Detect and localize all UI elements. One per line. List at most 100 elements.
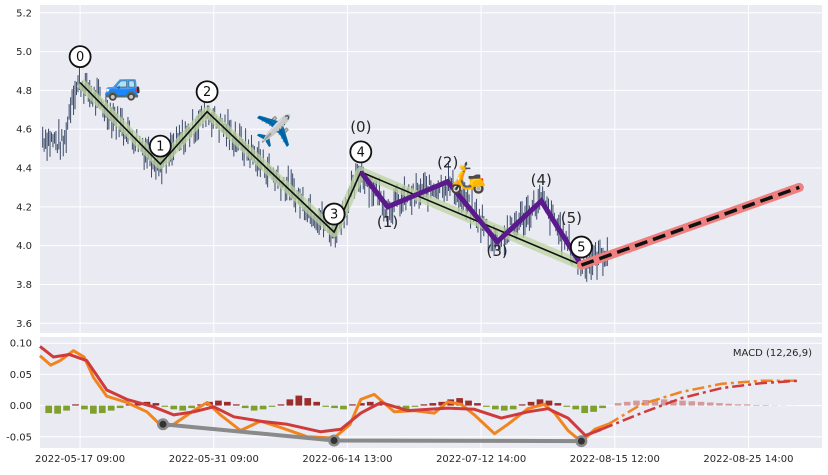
histogram-bar: [528, 402, 535, 406]
wave-point-label: 1: [156, 140, 164, 155]
wave-point-label: 2: [203, 85, 211, 100]
histogram-forecast-bar: [744, 404, 750, 405]
wave-point-label: 5: [577, 241, 585, 256]
histogram-forecast-bar: [753, 405, 759, 406]
emoji-marker: 🚙: [104, 68, 141, 103]
histogram-bar: [313, 402, 320, 406]
subwave-label: (0): [350, 118, 371, 136]
histogram-bar: [295, 396, 302, 406]
histogram-bar: [224, 402, 231, 406]
histogram-bar: [108, 406, 115, 411]
divergence-marker: [331, 437, 338, 444]
histogram-bar: [90, 406, 97, 414]
histogram-bar: [465, 401, 472, 406]
histogram-bar: [153, 403, 160, 405]
histogram-bar: [349, 404, 356, 405]
histogram-forecast-bar: [735, 404, 741, 405]
subwave-label: (4): [531, 171, 552, 189]
histogram-bar: [563, 406, 570, 407]
histogram-bar: [304, 398, 311, 405]
histogram-bar: [215, 401, 222, 406]
histogram-bar: [572, 406, 579, 410]
histogram-bar: [242, 406, 249, 408]
histogram-forecast-bar: [762, 405, 768, 406]
wave-point-label: 0: [76, 50, 84, 65]
subwave-label: (3): [487, 242, 508, 260]
histogram-bar: [599, 406, 606, 408]
histogram-bar: [421, 404, 428, 405]
x-tick-label: 2022-06-14 13:00: [302, 454, 392, 465]
macd-y-tick-label: 0.05: [10, 370, 32, 381]
histogram-bar: [331, 406, 338, 408]
histogram-bar: [287, 399, 294, 405]
subwave-label: (1): [377, 213, 398, 231]
divergence-marker: [578, 438, 585, 445]
macd-y-tick-label: 0.00: [10, 401, 32, 412]
x-tick-label: 2022-08-25 14:00: [703, 454, 793, 465]
histogram-bar: [63, 406, 70, 411]
histogram-bar: [72, 404, 79, 405]
macd-y-tick-label: 0.10: [10, 339, 32, 350]
macd-y-tick-label: -0.05: [6, 432, 32, 443]
price-y-tick-label: 4.6: [16, 125, 32, 136]
emoji-marker: 🛵: [449, 161, 486, 196]
histogram-bar: [519, 404, 526, 405]
histogram-bar: [322, 406, 329, 407]
histogram-forecast-bar: [633, 401, 639, 406]
price-y-tick-label: 4.8: [16, 86, 32, 97]
histogram-bar: [188, 406, 195, 408]
histogram-forecast-bar: [624, 402, 630, 406]
x-tick-label: 2022-05-31 09:00: [169, 454, 259, 465]
histogram-bar: [251, 406, 258, 411]
histogram-bar: [510, 406, 517, 410]
macd-panel: 2022-05-17 09:00 2022-05-31 09:00 2022-06-…: [6, 337, 822, 465]
x-tick-label: 2022-07-12 14:00: [436, 454, 526, 465]
histogram-bar: [117, 406, 124, 408]
histogram-bar: [233, 404, 240, 405]
histogram-bar: [367, 402, 374, 406]
histogram-bar: [483, 406, 490, 407]
price-y-tick-label: 4.2: [16, 202, 32, 213]
histogram-forecast-bar: [698, 402, 704, 406]
histogram-bar: [170, 406, 177, 410]
histogram-bar: [412, 406, 419, 407]
histogram-forecast-bar: [707, 402, 713, 405]
histogram-bar: [81, 406, 88, 410]
divergence-marker: [159, 421, 166, 428]
histogram-bar: [501, 406, 508, 411]
histogram-bar: [555, 403, 562, 405]
histogram-forecast-bar: [725, 404, 731, 406]
histogram-bar: [99, 406, 106, 413]
histogram-bar: [474, 403, 481, 405]
histogram-bar: [278, 404, 285, 405]
price-y-tick-label: 4.0: [16, 241, 32, 252]
histogram-bar: [260, 406, 267, 410]
histogram-bar: [492, 406, 499, 410]
histogram-bar: [590, 406, 597, 412]
histogram-bar: [179, 406, 186, 411]
price-y-tick-label: 4.4: [16, 164, 32, 175]
histogram-bar: [581, 406, 588, 413]
x-tick-label: 2022-08-15 12:00: [570, 454, 660, 465]
histogram-bar: [45, 406, 52, 413]
histogram-bar: [161, 406, 168, 407]
price-y-tick-label: 3.6: [16, 319, 32, 330]
subwave-label: (5): [561, 209, 582, 227]
price-y-tick-label: 5.2: [16, 8, 32, 19]
price-panel: 3.6 3.8 4.0 4.2 4.4 4.6 4.8 5.0 5.2 0 1 2 3 4 5 (0) (1) (…: [16, 5, 822, 333]
histogram-forecast-bar: [716, 403, 722, 405]
histogram-bar: [340, 406, 347, 410]
emoji-marker: ✈️: [255, 112, 292, 149]
wave-point-label: 3: [330, 208, 338, 223]
histogram-bar: [429, 403, 436, 405]
histogram-forecast-bar: [679, 401, 685, 406]
x-tick-label: 2022-05-17 09:00: [35, 454, 125, 465]
price-y-tick-label: 3.8: [16, 280, 32, 291]
histogram-bar: [269, 406, 276, 407]
macd-label: MACD (12,26,9): [733, 348, 812, 359]
wave-point-label: 4: [357, 145, 365, 160]
price-y-tick-label: 5.0: [16, 47, 32, 58]
histogram-forecast-bar: [615, 403, 621, 405]
histogram-forecast-bar: [689, 401, 695, 405]
